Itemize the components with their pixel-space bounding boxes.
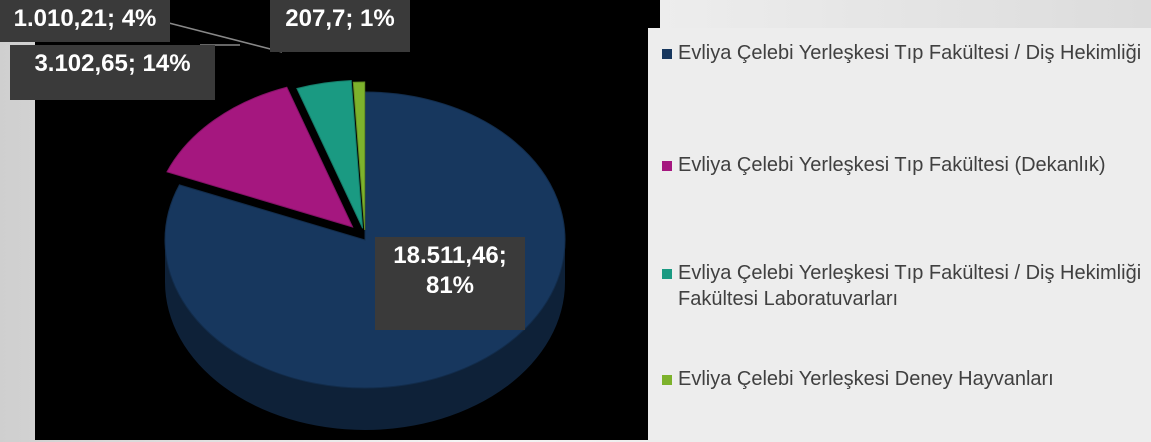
legend-item: Evliya Çelebi Yerleşkesi Deney Hayvanlar… — [662, 366, 1151, 392]
legend-label: Evliya Çelebi Yerleşkesi Tıp Fakültesi (… — [678, 154, 1106, 176]
slice — [166, 86, 354, 228]
data-label: 18.511,46; 81% — [375, 237, 525, 330]
legend-label: Evliya Çelebi Yerleşkesi Tıp Fakültesi /… — [678, 262, 1142, 310]
data-label: 3.102,65; 14% — [10, 45, 215, 100]
legend-label: Evliya Çelebi Yerleşkesi Deney Hayvanlar… — [678, 368, 1054, 390]
legend-swatch — [662, 269, 672, 279]
legend-label: Evliya Çelebi Yerleşkesi Tıp Fakültesi /… — [678, 42, 1142, 64]
data-label: 207,7; 1% — [270, 0, 410, 52]
slice — [352, 81, 366, 231]
legend-item: Evliya Çelebi Yerleşkesi Tıp Fakültesi /… — [662, 260, 1151, 312]
slice-side — [165, 240, 565, 430]
slice — [296, 79, 364, 229]
legend-item: Evliya Çelebi Yerleşkesi Tıp Fakültesi (… — [662, 152, 1151, 178]
legend-swatch — [662, 375, 672, 385]
data-label: 1.010,21; 4% — [0, 0, 170, 42]
legend-swatch — [662, 161, 672, 171]
legend-swatch — [662, 49, 672, 59]
legend: Evliya Çelebi Yerleşkesi Tıp Fakültesi /… — [648, 28, 1151, 442]
leader-line — [164, 21, 283, 53]
legend-item: Evliya Çelebi Yerleşkesi Tıp Fakültesi /… — [662, 40, 1151, 66]
